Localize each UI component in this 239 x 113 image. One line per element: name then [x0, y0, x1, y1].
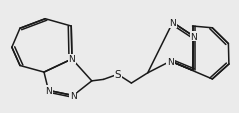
Text: N: N — [70, 91, 76, 100]
Text: N: N — [45, 86, 52, 95]
Text: N: N — [69, 55, 75, 64]
Text: N: N — [167, 57, 174, 66]
Text: N: N — [169, 19, 176, 28]
Text: N: N — [190, 32, 197, 41]
Text: S: S — [114, 70, 121, 80]
